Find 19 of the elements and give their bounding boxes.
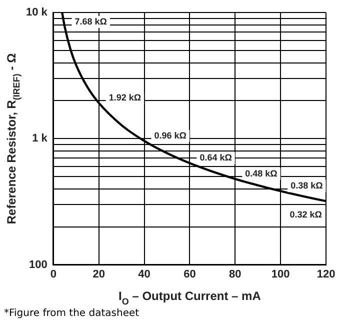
x-tick-label: 120 <box>316 268 336 280</box>
y-tick-label: 1 k <box>32 132 48 145</box>
annotation: 1.92 kΩ <box>108 92 142 102</box>
annotation: 0.48 kΩ <box>245 168 278 178</box>
x-tick-label: 40 <box>138 268 150 280</box>
y-tick-label: 10 k <box>26 6 48 19</box>
x-tick-label: 20 <box>92 268 105 280</box>
x-tick-label: 0 <box>50 268 56 280</box>
annotation: 0.96 kΩ <box>154 130 187 140</box>
annotation: 0.32 kΩ <box>290 210 322 220</box>
x-tick-label: 100 <box>271 268 290 280</box>
annotation: 7.68 kΩ <box>74 16 108 27</box>
y-tick-label: 100 <box>29 258 48 271</box>
x-tick-label: 60 <box>184 268 196 280</box>
annotation: 0.64 kΩ <box>200 152 232 163</box>
x-tick-label: 80 <box>229 268 242 280</box>
y-axis-title: Reference Resistor, R(IREF) - Ω <box>4 52 22 224</box>
text: *Figure from the datasheet <box>3 308 140 319</box>
annotation: 0.38 kΩ <box>290 180 323 191</box>
